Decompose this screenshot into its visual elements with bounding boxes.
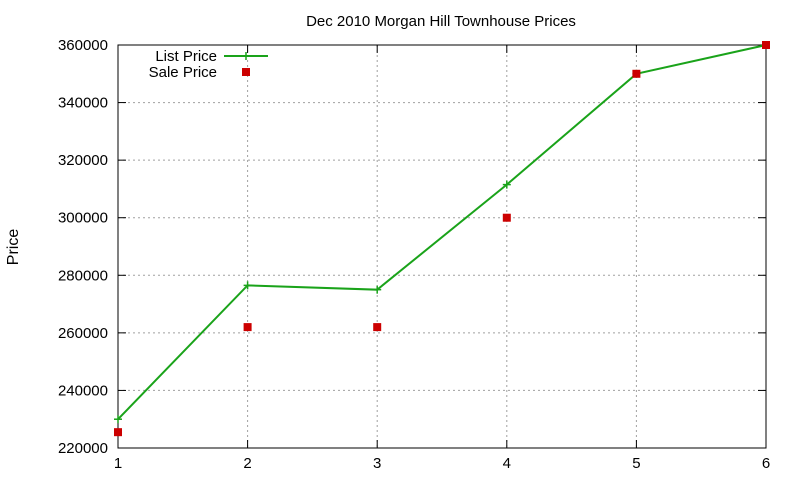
legend-label-sale-price: Sale Price	[149, 64, 217, 81]
y-tick-label: 300000	[58, 210, 108, 227]
x-tick-label: 5	[632, 455, 640, 472]
y-tick-label: 240000	[58, 382, 108, 399]
list-price-point	[243, 281, 252, 290]
plot-frame	[117, 44, 767, 449]
y-tick-label: 360000	[58, 37, 108, 54]
y-tick-label: 320000	[58, 152, 108, 169]
sale-price-point	[632, 69, 641, 78]
x-tick-label: 2	[243, 455, 251, 472]
y-axis-label: Price	[5, 229, 22, 266]
x-tick-label: 1	[114, 455, 122, 472]
sale-price-point	[762, 41, 770, 49]
data-series	[114, 41, 770, 437]
y-tick-label: 280000	[58, 267, 108, 284]
legend-label-list-price: List Price	[155, 48, 217, 65]
sale-price-point	[373, 323, 382, 332]
axis-ticks: 220000 240000 260000 280000 300000 320000 3400…	[58, 37, 770, 472]
legend-marker-list-price	[242, 52, 250, 60]
x-tick-label: 4	[503, 455, 511, 472]
y-tick-label: 220000	[58, 440, 108, 457]
list-price-line	[117, 44, 767, 420]
chart-title: Dec 2010 Morgan Hill Townhouse Prices	[306, 13, 576, 30]
sale-price-point	[502, 213, 511, 222]
sale-price-point	[114, 428, 122, 437]
list-price-point	[502, 180, 511, 189]
grid-lines	[118, 45, 766, 448]
list-price-point	[114, 415, 122, 424]
list-price-point	[373, 285, 382, 294]
x-tick-label: 3	[373, 455, 381, 472]
y-tick-label: 260000	[58, 325, 108, 342]
x-tick-label: 6	[762, 455, 770, 472]
y-tick-label: 340000	[58, 95, 108, 112]
sale-price-point	[243, 323, 252, 332]
legend-marker-sale-price	[242, 68, 250, 76]
